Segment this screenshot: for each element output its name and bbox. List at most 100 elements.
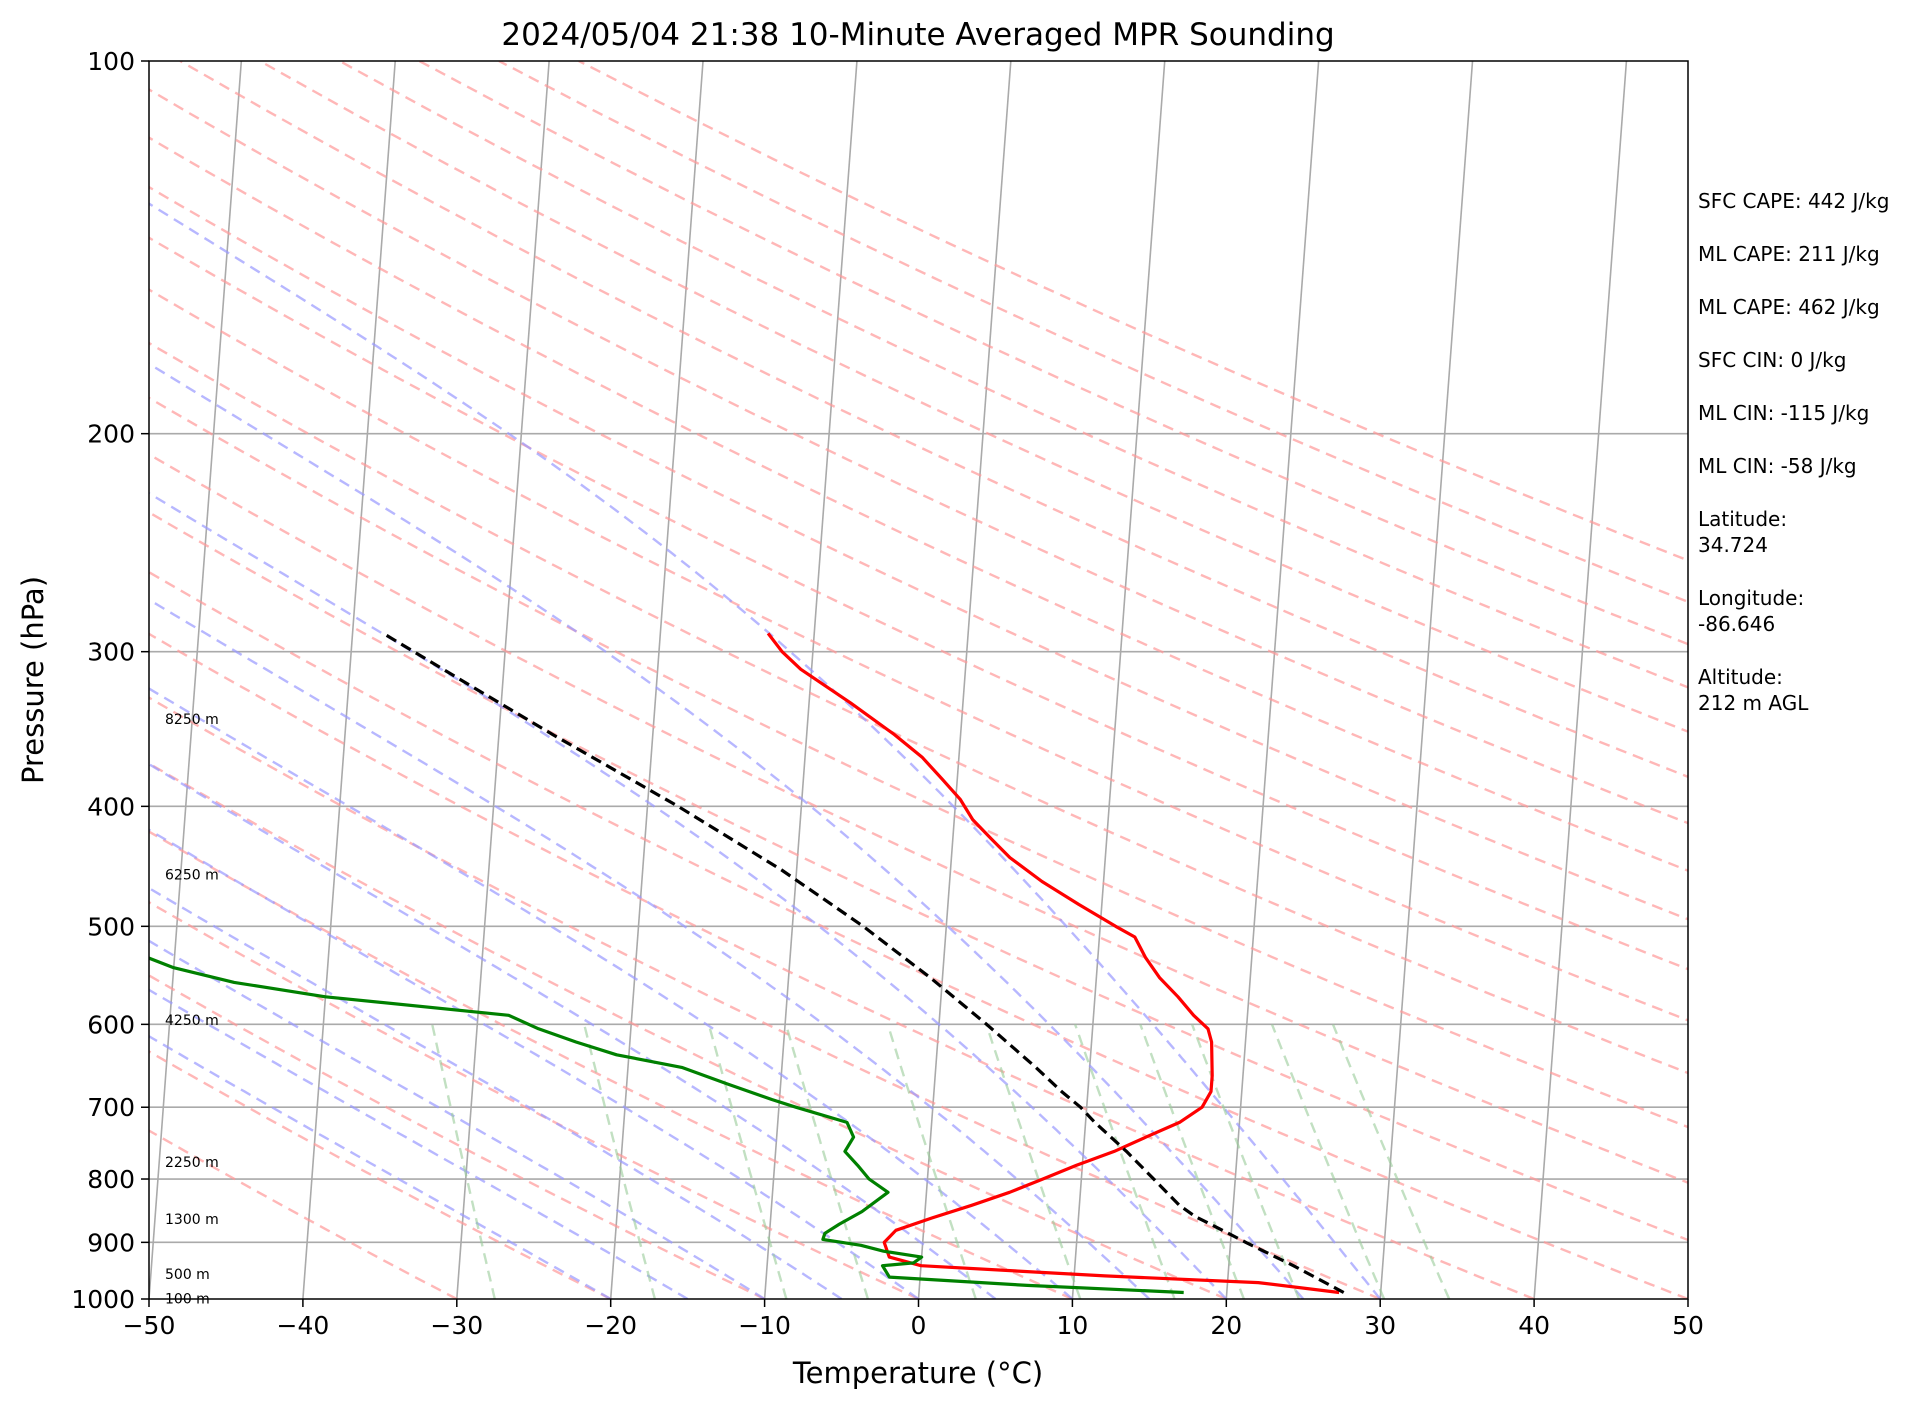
mixing-ratio-line [583,1024,657,1299]
dry-adiabats [149,61,1688,1299]
dry-adiabat [149,136,1688,872]
isotherm-line [1379,61,1474,1299]
y-tick-label: 500 [87,912,135,941]
height-label: 1300 m [165,1212,219,1228]
mixing-ratio-line [784,1024,870,1299]
y-tick-label: 900 [87,1228,135,1257]
y-axis-title: Pressure (hPa) [16,576,50,784]
isotherm-line [763,61,858,1299]
x-tick-label: 0 [911,1311,927,1340]
dry-adiabat [498,61,1688,604]
dry-adiabat [259,61,1688,733]
dry-adiabat [149,974,766,1299]
height-label: 8250 m [165,712,219,728]
dry-adiabat [149,696,1381,1299]
stat-item: ML CIN: -58 J/kg [1698,454,1857,478]
stat-item: SFC CAPE: 442 J/kg [1698,189,1890,213]
y-tick-label: 200 [87,420,135,449]
isotherm-line [1071,61,1166,1299]
dry-adiabat [418,61,1688,646]
mixing-ratio-line [1139,1023,1246,1299]
x-tick-label: −40 [277,1311,330,1340]
dry-adiabat [149,900,920,1299]
dry-adiabat [149,288,1688,1022]
mixing-ratio-line [1190,1023,1301,1299]
dewpoint-profile [149,956,1184,1295]
x-tick-label: 50 [1672,1311,1704,1340]
x-tick-label: 20 [1210,1311,1242,1340]
temperature-profile [766,632,1340,1295]
moist-adiabat [149,202,1382,1299]
x-tick-label: −30 [430,1311,483,1340]
sounding-stats-panel: SFC CAPE: 442 J/kg ML CAPE: 211 J/kg ML CA… [1698,188,1918,743]
mixing-ratio-line [985,1024,1082,1299]
moist-adiabats [149,202,1382,1299]
dry-adiabat [149,570,1688,1299]
stat-item: Latitude: 34.724 [1698,507,1788,557]
height-label: 4250 m [165,1013,219,1029]
stat-item: SFC CIN: 0 J/kg [1698,348,1847,372]
dry-adiabat [149,830,1073,1299]
moist-adiabat [149,598,1151,1299]
stat-item: ML CAPE: 211 J/kg [1698,242,1880,266]
dry-adiabat [149,185,1688,921]
mixing-ratio-line [1331,1023,1451,1299]
isotherm-line [609,61,704,1299]
mixing-ratio-line [886,1024,977,1299]
isotherm-line [1533,61,1628,1299]
mixing-ratio-line [431,1024,496,1299]
x-tick-label: −50 [123,1311,176,1340]
x-tick-label: 40 [1518,1311,1550,1340]
mixing-ratio-line [1073,1023,1176,1299]
isotherm-grid [149,61,1688,1299]
height-label: 2250 m [165,1155,219,1171]
dry-adiabat [149,236,1688,971]
isotherm-line [917,61,1012,1299]
x-tick-label: −10 [738,1311,791,1340]
mixing-ratio-lines [431,1023,1451,1299]
mixing-ratio-line [1270,1023,1386,1299]
moist-adiabat [149,762,997,1299]
dry-adiabat [149,632,1535,1299]
stat-item: Altitude: 212 m AGL [1698,665,1809,715]
height-label: 6250 m [165,867,219,883]
parcel-profile [382,632,1345,1294]
isobar-grid [149,432,1688,1244]
y-tick-label: 400 [87,792,135,821]
dry-adiabat [149,511,1688,1242]
moist-adiabat [149,886,843,1299]
dry-adiabat [149,88,1688,825]
isotherm-line [456,61,550,1299]
stat-item: ML CAPE: 462 J/kg [1698,295,1880,319]
mixing-ratio-line [707,1024,788,1299]
y-tick-label: 1000 [71,1285,135,1314]
dry-adiabat [149,341,1688,1075]
isotherm-line [149,61,243,1299]
moist-adiabat [149,828,920,1299]
x-axis-title: Temperature (°C) [792,1356,1043,1390]
isotherm-line [302,61,397,1299]
x-tick-label: 30 [1364,1311,1396,1340]
moist-adiabat [149,362,1305,1299]
plot-frame [148,60,1689,1300]
y-tick-label: 700 [87,1093,135,1122]
y-tick-label: 800 [87,1165,135,1194]
x-axis: −50 −40 −30 −20 −10 0 10 20 30 40 50 [123,1299,1704,1340]
stat-item: Longitude: -86.646 [1698,586,1805,636]
x-tick-label: 10 [1056,1311,1088,1340]
y-tick-label: 600 [87,1010,135,1039]
isotherm-line [1225,61,1320,1299]
x-tick-label: −20 [584,1311,637,1340]
dry-adiabat [149,396,1688,1129]
chart-title: 2024/05/04 21:38 10-Minute Averaged MPR … [501,17,1334,53]
sounding-profiles [149,632,1345,1295]
y-tick-label: 100 [87,47,135,76]
dry-adiabat [339,61,1688,689]
y-tick-label: 300 [87,638,135,667]
stat-item: ML CIN: -115 J/kg [1698,401,1870,425]
height-label: 500 m [165,1267,210,1283]
dry-adiabat [179,61,1688,779]
dry-adiabat [149,1129,458,1299]
moist-adiabat [149,687,1074,1299]
